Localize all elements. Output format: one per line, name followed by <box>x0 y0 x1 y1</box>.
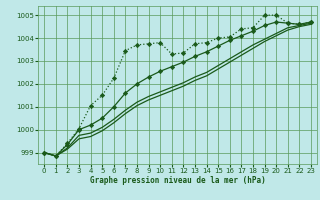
X-axis label: Graphe pression niveau de la mer (hPa): Graphe pression niveau de la mer (hPa) <box>90 176 266 185</box>
